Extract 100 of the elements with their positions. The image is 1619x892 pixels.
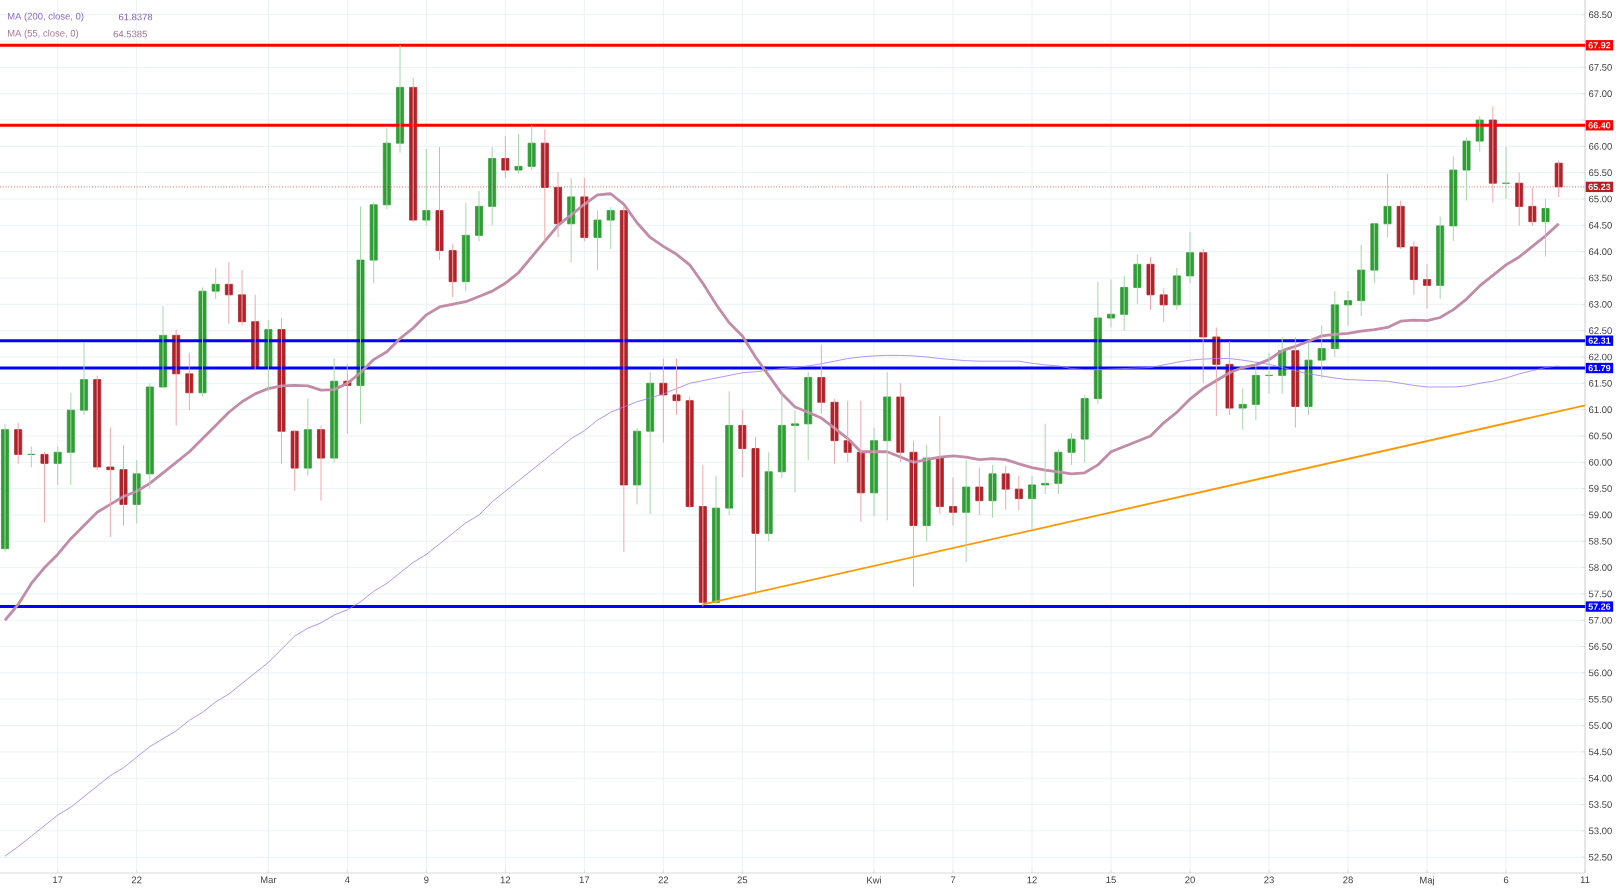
y-tick-label: 67.00 xyxy=(1589,90,1612,98)
candlestick xyxy=(1344,290,1352,326)
candlestick xyxy=(145,382,154,490)
y-tick-label: 55.50 xyxy=(1588,695,1612,703)
y-tick-label: 58.50 xyxy=(1588,537,1612,545)
candlestick xyxy=(1120,275,1129,332)
candlestick xyxy=(1199,248,1208,384)
y-tick-label: 60.50 xyxy=(1589,432,1612,440)
x-tick-label: 17 xyxy=(579,876,590,884)
y-tick-label: 64.00 xyxy=(1589,248,1612,256)
y-tick-label: 63.00 xyxy=(1589,300,1612,308)
candlestick xyxy=(132,459,141,524)
candlestick xyxy=(751,436,760,595)
x-tick-label: 7 xyxy=(950,876,956,884)
candlestick xyxy=(1291,336,1300,429)
candlestick xyxy=(1054,448,1063,495)
candlestick xyxy=(830,398,839,465)
x-tick-label: 23 xyxy=(1264,876,1274,884)
candlestick xyxy=(883,371,892,521)
candlestick xyxy=(817,344,826,415)
candlestick xyxy=(448,243,457,298)
x-tick-label: 11 xyxy=(1580,876,1590,884)
x-tick-label: 15 xyxy=(1106,876,1116,884)
candlestick xyxy=(356,205,365,425)
x-tick-label: Mar xyxy=(260,876,277,884)
y-tick-label: 66.00 xyxy=(1589,143,1612,150)
candlestick xyxy=(211,267,220,300)
y-tick-label: 58.00 xyxy=(1588,564,1612,571)
y-tick-label: 63.50 xyxy=(1589,274,1612,282)
candlestick xyxy=(53,445,62,486)
candlestick xyxy=(843,400,852,463)
ref-line-label: 65.23 xyxy=(1588,183,1611,191)
candlestick xyxy=(1001,465,1010,511)
x-tick-label: 22 xyxy=(131,876,142,884)
candlestick xyxy=(606,206,615,250)
candlestick xyxy=(1238,388,1247,431)
candlestick xyxy=(922,444,931,542)
text: MA (200, close, 0) xyxy=(7,12,84,22)
candlestick xyxy=(1041,423,1050,495)
y-tick-label: 61.50 xyxy=(1589,379,1612,387)
candlestick xyxy=(501,135,510,179)
y-tick-label: 68.50 xyxy=(1589,11,1612,19)
x-tick-label: 17 xyxy=(53,876,63,884)
candlestick xyxy=(369,202,378,284)
candlestick xyxy=(303,398,312,476)
y-tick-label: 65.00 xyxy=(1589,195,1612,203)
candlestick xyxy=(685,395,694,509)
y-tick-label: 62.00 xyxy=(1589,353,1612,361)
candlestick xyxy=(119,444,128,526)
candlestick xyxy=(1133,254,1142,305)
y-tick-label: 57.00 xyxy=(1588,616,1612,624)
candlestick xyxy=(264,319,273,392)
candlestick xyxy=(1304,342,1313,416)
candlestick xyxy=(1159,288,1168,323)
y-tick-label: 67.50 xyxy=(1589,64,1612,71)
candlestick xyxy=(290,429,299,492)
candlestick xyxy=(1212,326,1221,417)
candlestick xyxy=(1357,244,1366,317)
x-tick-label: 20 xyxy=(1185,876,1195,884)
x-tick-label: 4 xyxy=(344,876,350,884)
y-tick-label: 60.00 xyxy=(1589,458,1612,466)
text: MA (55, close, 0) xyxy=(7,29,79,39)
x-tick-label: Kwi xyxy=(867,876,882,884)
y-tick-label: 59.00 xyxy=(1588,511,1612,519)
x-tick-label: Maj xyxy=(1420,876,1435,886)
candlestick xyxy=(593,210,602,271)
y-tick-label: 62.50 xyxy=(1589,327,1612,334)
candlestick xyxy=(1146,256,1155,311)
candlestick xyxy=(738,409,747,479)
y-tick-label: 64.50 xyxy=(1589,221,1612,229)
candlestick xyxy=(198,286,207,397)
candlestick xyxy=(422,148,431,226)
candlestick xyxy=(791,409,799,494)
candlestick xyxy=(1080,394,1089,463)
candlestick xyxy=(975,467,984,516)
candlestick xyxy=(672,358,681,416)
ref-line-label: 62.31 xyxy=(1588,337,1611,344)
candlestick xyxy=(106,427,115,538)
candlestick xyxy=(185,352,194,411)
candlestick xyxy=(1396,200,1405,250)
candlestick xyxy=(909,440,918,588)
ref-line-label: 57.26 xyxy=(1588,603,1611,610)
candlestick xyxy=(1370,222,1379,284)
ref-line-label: 66.40 xyxy=(1588,122,1611,129)
candlestick xyxy=(1067,432,1076,466)
y-tick-label: 54.50 xyxy=(1588,748,1612,756)
x-tick-label: 12 xyxy=(500,876,511,884)
candlestick xyxy=(1462,136,1471,202)
x-tick-label: 25 xyxy=(737,876,748,884)
y-tick-label: 57.50 xyxy=(1588,590,1612,598)
candlestick xyxy=(1383,173,1392,238)
candlestick xyxy=(988,464,997,519)
y-tick-label: 59.50 xyxy=(1588,485,1612,492)
y-tick-label: 52.50 xyxy=(1588,853,1612,861)
candlestick xyxy=(659,358,668,444)
candlestick xyxy=(1317,324,1326,379)
annotation: 64.5385 xyxy=(113,30,147,38)
candlestick xyxy=(1475,115,1484,153)
x-tick-label: 12 xyxy=(1027,876,1037,884)
y-tick-label: 61.00 xyxy=(1589,406,1612,413)
